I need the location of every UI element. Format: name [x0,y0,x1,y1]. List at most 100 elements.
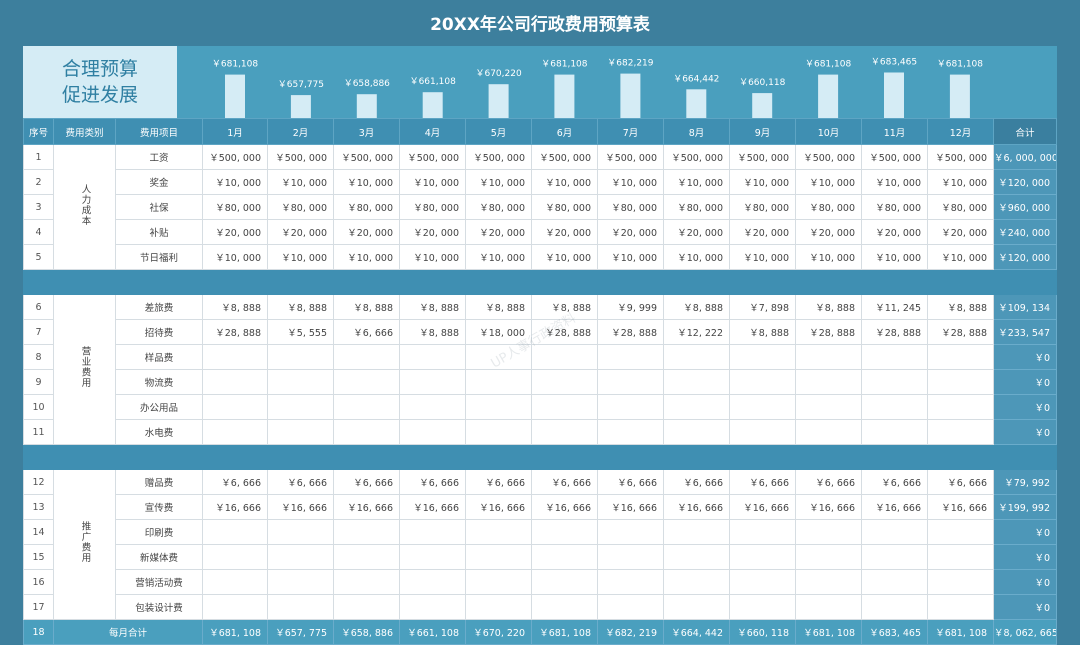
seq-cell[interactable]: 3 [23,194,54,220]
month-value-cell[interactable]: ￥10, 000 [795,169,862,195]
month-value-cell[interactable]: ￥20, 000 [465,219,532,245]
header-month-3[interactable]: 3月 [333,118,400,145]
row-total-cell[interactable]: ￥109, 134 [993,294,1057,320]
month-value-cell[interactable] [267,369,334,395]
month-value-cell[interactable] [531,369,598,395]
month-value-cell[interactable] [399,369,466,395]
month-value-cell[interactable] [465,369,532,395]
row-total-cell[interactable]: ￥233, 547 [993,319,1057,345]
header-category[interactable]: 费用类别 [53,118,116,145]
month-value-cell[interactable] [927,594,994,620]
month-value-cell[interactable] [729,544,796,570]
item-cell[interactable]: 包装设计费 [115,594,203,620]
month-value-cell[interactable]: ￥20, 000 [597,219,664,245]
seq-cell[interactable]: 12 [23,469,54,495]
month-value-cell[interactable]: ￥10, 000 [202,169,268,195]
month-value-cell[interactable] [927,394,994,420]
month-value-cell[interactable] [531,544,598,570]
month-value-cell[interactable]: ￥10, 000 [267,169,334,195]
month-value-cell[interactable] [729,594,796,620]
footer-month-total-cell[interactable]: ￥681, 108 [202,619,268,645]
row-total-cell[interactable]: ￥0 [993,544,1057,570]
month-value-cell[interactable]: ￥8, 888 [927,294,994,320]
footer-month-total-cell[interactable]: ￥670, 220 [465,619,532,645]
month-value-cell[interactable] [531,344,598,370]
month-value-cell[interactable]: ￥80, 000 [267,194,334,220]
month-value-cell[interactable]: ￥80, 000 [333,194,400,220]
seq-cell[interactable]: 9 [23,369,54,395]
month-value-cell[interactable] [399,569,466,595]
month-value-cell[interactable] [531,419,598,445]
month-value-cell[interactable]: ￥10, 000 [861,169,928,195]
month-value-cell[interactable] [267,519,334,545]
month-value-cell[interactable]: ￥10, 000 [663,169,730,195]
month-value-cell[interactable]: ￥10, 000 [531,244,598,270]
seq-cell[interactable]: 16 [23,569,54,595]
header-seq[interactable]: 序号 [23,118,54,145]
month-value-cell[interactable]: ￥500, 000 [267,144,334,170]
month-value-cell[interactable] [795,519,862,545]
month-value-cell[interactable]: ￥8, 888 [531,294,598,320]
month-value-cell[interactable]: ￥6, 666 [597,469,664,495]
seq-cell[interactable]: 2 [23,169,54,195]
month-value-cell[interactable] [663,419,730,445]
item-cell[interactable]: 办公用品 [115,394,203,420]
month-value-cell[interactable]: ￥80, 000 [202,194,268,220]
footer-month-total-cell[interactable]: ￥681, 108 [927,619,994,645]
month-value-cell[interactable]: ￥10, 000 [465,244,532,270]
row-total-cell[interactable]: ￥0 [993,394,1057,420]
month-value-cell[interactable]: ￥500, 000 [531,144,598,170]
month-value-cell[interactable] [927,369,994,395]
month-value-cell[interactable]: ￥8, 888 [399,294,466,320]
month-value-cell[interactable]: ￥500, 000 [795,144,862,170]
category-cell[interactable]: 推广费用 [53,469,116,620]
month-value-cell[interactable] [531,569,598,595]
month-value-cell[interactable]: ￥80, 000 [531,194,598,220]
month-value-cell[interactable]: ￥8, 888 [465,294,532,320]
row-total-cell[interactable]: ￥0 [993,369,1057,395]
month-value-cell[interactable] [861,419,928,445]
seq-cell[interactable]: 11 [23,419,54,445]
month-value-cell[interactable] [663,394,730,420]
grand-total-cell[interactable]: ￥8, 062, 665 [993,619,1057,645]
month-value-cell[interactable] [729,569,796,595]
header-month-7[interactable]: 7月 [597,118,664,145]
month-value-cell[interactable] [333,344,400,370]
month-value-cell[interactable]: ￥28, 888 [202,319,268,345]
month-value-cell[interactable]: ￥80, 000 [465,194,532,220]
month-value-cell[interactable]: ￥6, 666 [663,469,730,495]
month-value-cell[interactable] [465,544,532,570]
category-cell[interactable]: 人力成本 [53,144,116,270]
month-value-cell[interactable]: ￥16, 666 [333,494,400,520]
header-month-2[interactable]: 2月 [267,118,334,145]
footer-month-total-cell[interactable]: ￥660, 118 [729,619,796,645]
month-value-cell[interactable]: ￥20, 000 [663,219,730,245]
month-value-cell[interactable] [597,594,664,620]
item-cell[interactable]: 节日福利 [115,244,203,270]
month-value-cell[interactable] [399,344,466,370]
month-value-cell[interactable] [267,344,334,370]
seq-cell[interactable]: 10 [23,394,54,420]
month-value-cell[interactable]: ￥500, 000 [927,144,994,170]
month-value-cell[interactable] [861,519,928,545]
month-value-cell[interactable] [927,344,994,370]
month-value-cell[interactable]: ￥10, 000 [597,169,664,195]
footer-month-total-cell[interactable]: ￥658, 886 [333,619,400,645]
month-value-cell[interactable] [399,394,466,420]
row-total-cell[interactable]: ￥6, 000, 000 [993,144,1057,170]
month-value-cell[interactable]: ￥10, 000 [729,169,796,195]
month-value-cell[interactable] [795,544,862,570]
month-value-cell[interactable]: ￥20, 000 [795,219,862,245]
header-month-9[interactable]: 9月 [729,118,796,145]
month-value-cell[interactable]: ￥20, 000 [202,219,268,245]
month-value-cell[interactable] [465,569,532,595]
month-value-cell[interactable]: ￥6, 666 [927,469,994,495]
footer-seq-cell[interactable]: 18 [23,619,54,645]
header-total[interactable]: 合计 [993,118,1057,145]
month-value-cell[interactable] [861,544,928,570]
month-value-cell[interactable]: ￥16, 666 [465,494,532,520]
month-value-cell[interactable] [399,594,466,620]
month-value-cell[interactable] [729,419,796,445]
month-value-cell[interactable]: ￥6, 666 [267,469,334,495]
month-value-cell[interactable] [663,344,730,370]
